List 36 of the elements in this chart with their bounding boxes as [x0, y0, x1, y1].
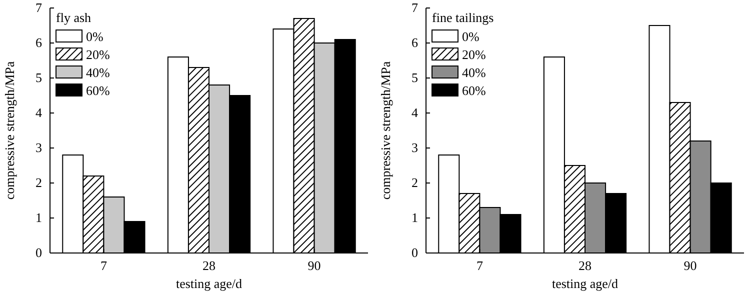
- y-tick-label: 6: [36, 35, 42, 50]
- y-tick-label: 3: [412, 140, 418, 156]
- legend-label: 0%: [86, 29, 104, 44]
- y-axis-title: compressive strength/MPa: [2, 61, 17, 200]
- y-tick-label: 5: [36, 70, 42, 86]
- legend-title: fly ash: [56, 10, 92, 25]
- y-tick-label: 1: [412, 210, 418, 226]
- x-axis-title: testing age/d: [176, 276, 243, 291]
- y-tick-label: 7: [36, 0, 42, 16]
- y-tick-label: 4: [36, 105, 42, 120]
- y-tick-label: 4: [412, 105, 418, 120]
- y-tick-label: 6: [412, 35, 418, 50]
- y-tick-label: 3: [36, 140, 42, 156]
- legend-label: 60%: [86, 83, 110, 98]
- legend-label: 0%: [462, 29, 480, 44]
- x-tick-label: 7: [100, 258, 108, 274]
- legend-title: fine tailings: [432, 10, 494, 25]
- y-tick-label: 5: [412, 70, 418, 86]
- x-tick-label: 90: [308, 258, 321, 274]
- y-tick-label: 1: [36, 210, 42, 226]
- x-tick-label: 28: [202, 258, 216, 274]
- legend-label: 60%: [462, 83, 486, 98]
- legend-label: 20%: [86, 47, 110, 62]
- y-tick-label: 0: [36, 245, 42, 260]
- y-tick-label: 2: [412, 175, 418, 190]
- x-tick-label: 90: [684, 258, 697, 274]
- legend-label: 20%: [462, 47, 486, 62]
- y-tick-label: 0: [412, 245, 418, 260]
- legend-label: 40%: [86, 65, 110, 80]
- x-tick-label: 28: [578, 258, 592, 274]
- x-tick-label: 7: [476, 258, 484, 274]
- x-axis-title: testing age/d: [552, 276, 619, 291]
- y-tick-label: 7: [412, 0, 418, 16]
- y-axis-title: compressive strength/MPa: [378, 61, 393, 200]
- y-tick-label: 2: [36, 175, 42, 190]
- legend-label: 40%: [462, 65, 486, 80]
